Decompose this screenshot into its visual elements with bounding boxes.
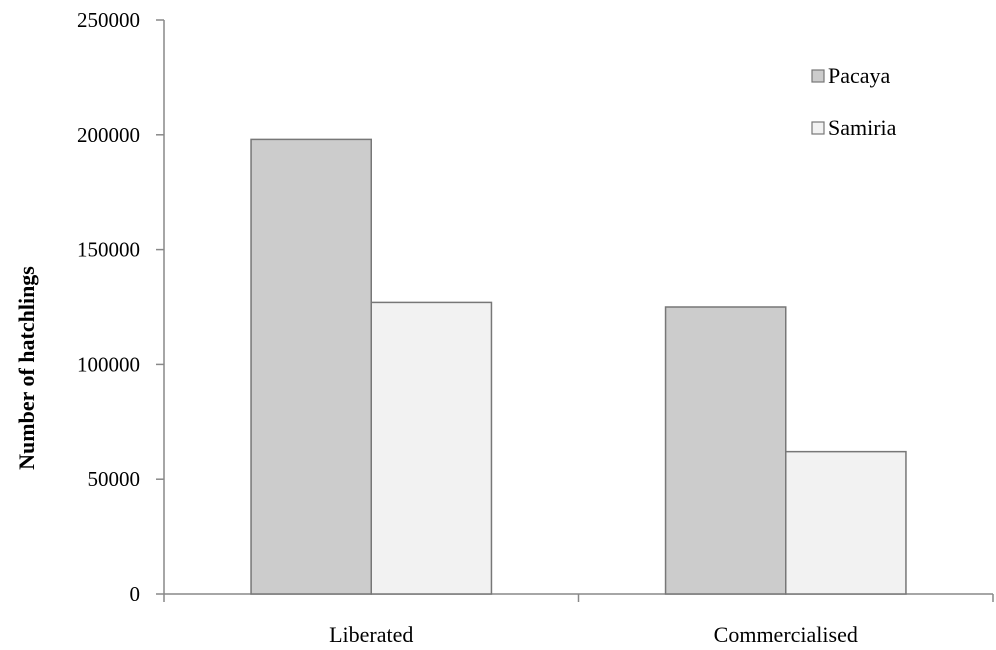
y-tick-label: 200000 [77, 123, 140, 147]
legend-swatch-samiria [811, 121, 825, 135]
x-tick-label: Liberated [329, 622, 413, 647]
y-axis: 0 50000 100000 150000 200000 250000 [77, 8, 165, 606]
y-axis-title: Number of hatchlings [14, 266, 39, 470]
x-axis: Liberated Commercialised [163, 593, 994, 647]
bar-samiria-commercialised [785, 450, 907, 595]
bar-pacaya-commercialised [664, 306, 787, 595]
legend-swatch-pacaya [811, 69, 825, 83]
bar-pacaya-liberated [250, 138, 372, 595]
y-tick-label: 250000 [77, 8, 140, 32]
legend-label-pacaya: Pacaya [828, 63, 891, 88]
x-tick-label: Commercialised [714, 622, 858, 647]
legend: Pacaya Samiria [811, 63, 897, 140]
bar-samiria-liberated [370, 301, 493, 595]
bars [250, 138, 907, 595]
y-tick-label: 100000 [77, 352, 140, 376]
y-tick-label: 150000 [77, 238, 140, 262]
y-tick-label: 50000 [88, 467, 141, 491]
y-tick-label: 0 [130, 582, 141, 606]
legend-label-samiria: Samiria [828, 115, 897, 140]
